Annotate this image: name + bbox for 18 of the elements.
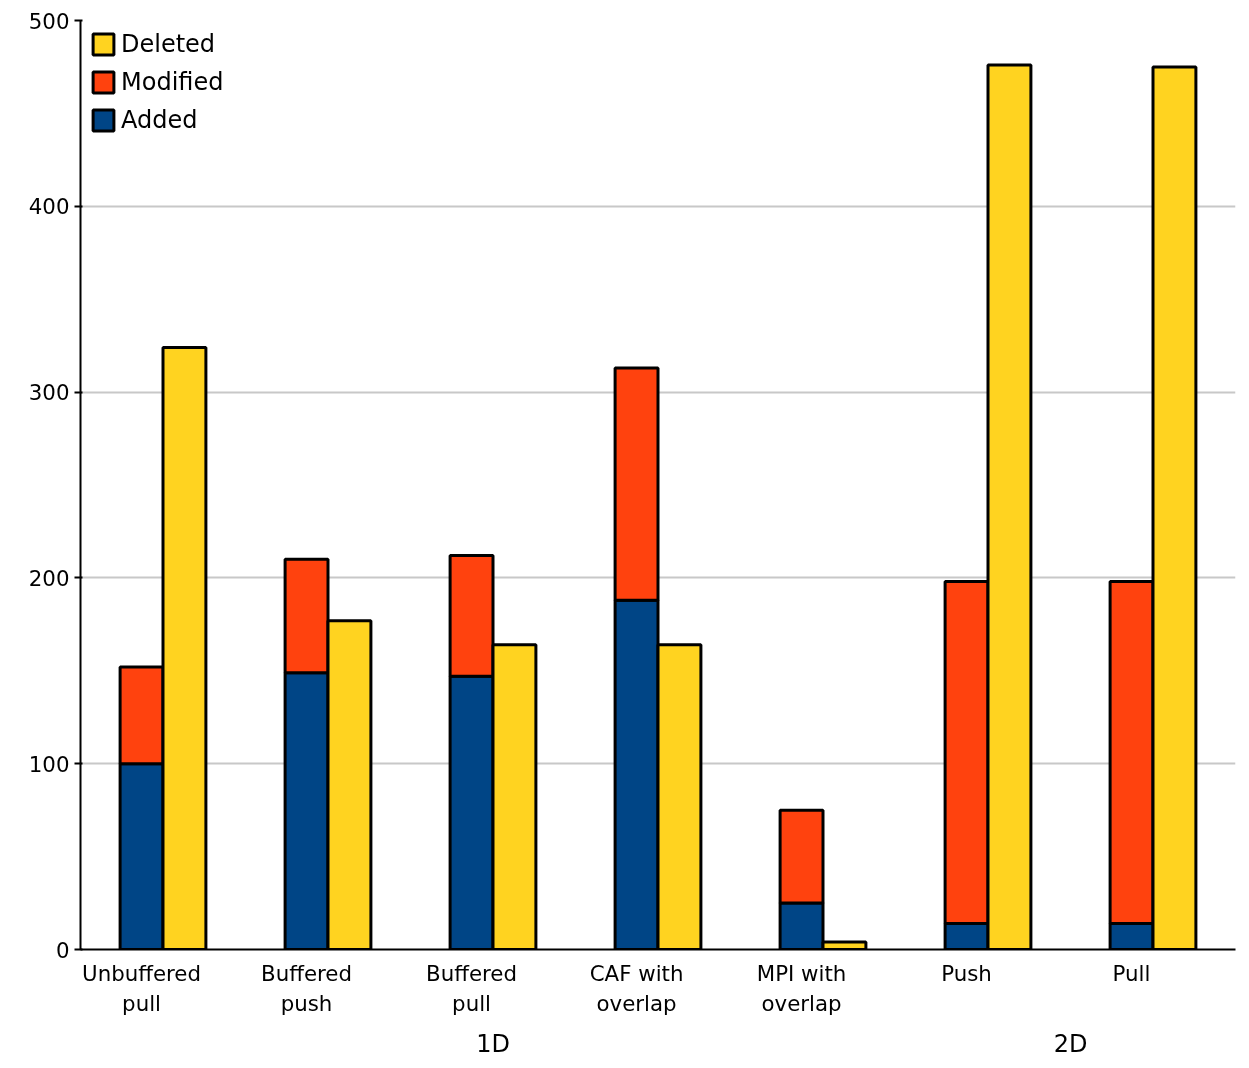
x-tick-label: Pull <box>1112 960 1151 986</box>
y-tick-label: 200 <box>28 565 70 591</box>
x-tick-label: MPI with overlap <box>756 960 847 1016</box>
x-tick-label: Unbuffered pull <box>82 960 202 1016</box>
y-tick-label: 500 <box>28 8 70 34</box>
y-tick-label: 400 <box>28 194 70 220</box>
text: 2D <box>1053 1029 1088 1058</box>
y-tick-label: 100 <box>28 751 70 777</box>
x-tick-label: Buffered push <box>261 960 353 1016</box>
y-tick-label: 300 <box>28 380 70 406</box>
y-tick-label: 0 <box>55 937 70 963</box>
x-tick-label: Buffered pull <box>426 960 518 1016</box>
x-tick-label: Push <box>941 960 992 986</box>
legend-label: Added <box>121 106 198 134</box>
x-tick-label: CAF with overlap <box>589 960 684 1016</box>
text: 1D <box>476 1029 510 1058</box>
legend-label: Modified <box>121 68 224 96</box>
legend-label: Deleted <box>121 30 216 58</box>
